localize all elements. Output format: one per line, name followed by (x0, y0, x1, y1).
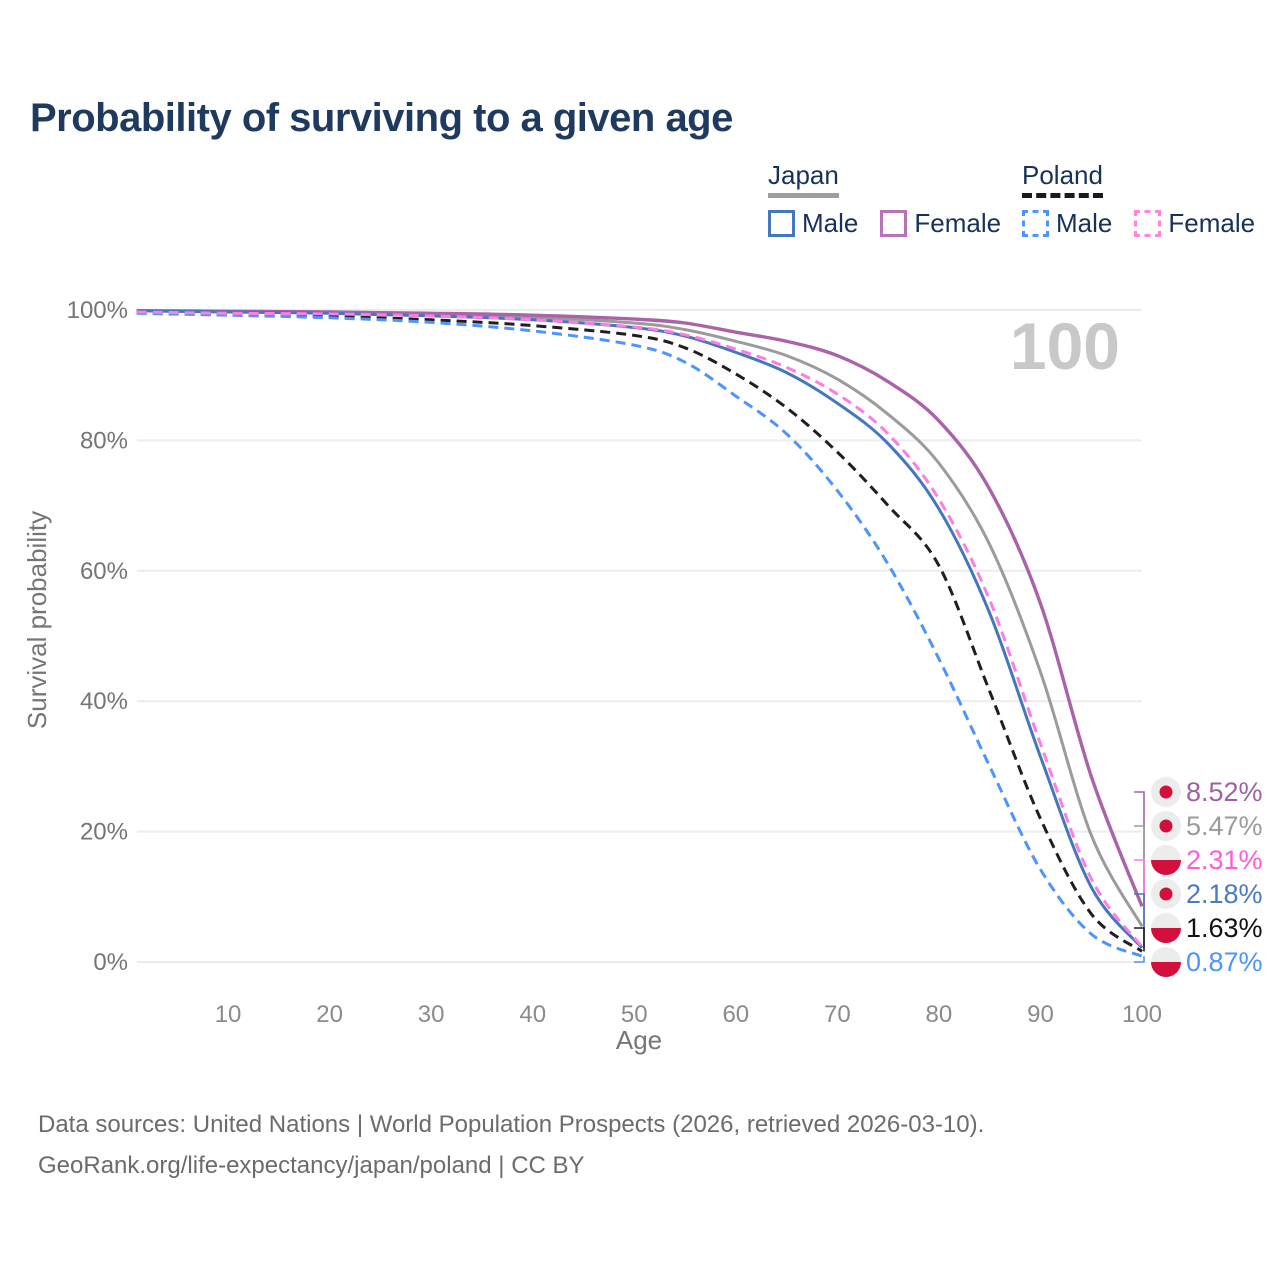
x-tick-label: 60 (722, 1001, 749, 1028)
page-title: Probability of surviving to a given age (30, 96, 733, 140)
legend-label-poland-female: Female (1168, 208, 1256, 238)
end-connector (1134, 825, 1145, 927)
series-line-poland (136, 311, 1143, 953)
y-axis-title: Survival probability (22, 511, 52, 729)
poland-flag-half (1151, 962, 1181, 977)
japan-flag-dot (1159, 887, 1173, 901)
legend-label-poland-male: Male (1056, 208, 1113, 238)
x-tick-label: 20 (316, 1001, 343, 1028)
legend-group-japan: Japan Male Female (768, 160, 1001, 239)
poland-flag-half (1151, 928, 1181, 943)
footer-url-line[interactable]: GeoRank.org/life-expectancy/japan/poland… (38, 1152, 585, 1179)
legend-row-poland: Male Female (1022, 208, 1255, 239)
y-tick-label: 0% (93, 949, 128, 976)
series-line-poland-female (136, 310, 1144, 948)
y-tick-label: 20% (80, 819, 128, 846)
x-axis-title: Age (616, 1025, 662, 1055)
x-tick-label: 80 (926, 1001, 953, 1028)
legend-label-japan-female: Female (914, 208, 1002, 238)
flag-icon-japan (1151, 811, 1181, 841)
legend-row-japan: Male Female (768, 208, 1001, 239)
y-tick-label: 40% (80, 688, 128, 715)
legend-item-poland-male[interactable]: Male (1022, 208, 1112, 239)
age-counter-watermark: 100 (1010, 309, 1120, 383)
flag-icon-poland (1151, 947, 1181, 977)
end-value-label: 0.87% (1186, 947, 1263, 977)
flag-icon-poland (1151, 913, 1181, 943)
legend-country-poland[interactable]: Poland (1022, 160, 1103, 198)
end-value-label: 2.18% (1186, 879, 1263, 909)
japan-male-swatch-icon (768, 210, 795, 237)
legend-country-japan[interactable]: Japan (768, 160, 839, 198)
end-value-label: 2.31% (1186, 845, 1263, 875)
flag-icon-japan (1151, 777, 1181, 807)
japan-female-swatch-icon (880, 210, 908, 237)
x-tick-label: 40 (519, 1001, 546, 1028)
footer-sources-line: Data sources: United Nations | World Pop… (38, 1111, 985, 1138)
legend-group-poland: Poland Male Female (1022, 160, 1255, 239)
poland-male-swatch-icon (1022, 210, 1049, 237)
japan-flag-dot (1159, 819, 1173, 833)
end-connector (1134, 956, 1145, 963)
series-line-japan-female (136, 309, 1144, 908)
y-tick-label: 60% (80, 558, 128, 585)
legend-item-japan-male[interactable]: Male (768, 208, 858, 239)
series-line-poland-male (136, 311, 1143, 958)
end-value-label: 8.52% (1186, 777, 1263, 807)
y-tick-label: 80% (80, 427, 128, 454)
x-tick-label: 10 (215, 1001, 242, 1028)
japan-flag-dot (1159, 785, 1173, 799)
flag-icon-poland (1151, 845, 1181, 875)
series-line-japan-male (136, 309, 1144, 949)
x-tick-label: 70 (824, 1001, 851, 1028)
x-tick-label: 100 (1122, 1001, 1162, 1028)
end-value-label: 5.47% (1186, 811, 1263, 841)
legend-label-japan-male: Male (802, 208, 859, 238)
poland-female-swatch-icon (1134, 210, 1162, 237)
data-sources-footer: Data sources: United Nations | World Pop… (38, 1104, 984, 1186)
end-value-label: 1.63% (1186, 913, 1263, 943)
legend-item-poland-female[interactable]: Female (1134, 208, 1255, 239)
x-tick-label: 50 (621, 1001, 648, 1028)
x-tick-label: 30 (418, 1001, 445, 1028)
poland-flag-half (1151, 860, 1181, 875)
flag-icon-japan (1151, 879, 1181, 909)
legend-item-japan-female[interactable]: Female (880, 208, 1001, 239)
end-connector (1134, 927, 1145, 952)
y-tick-label: 100% (67, 297, 128, 324)
x-tick-label: 90 (1027, 1001, 1054, 1028)
